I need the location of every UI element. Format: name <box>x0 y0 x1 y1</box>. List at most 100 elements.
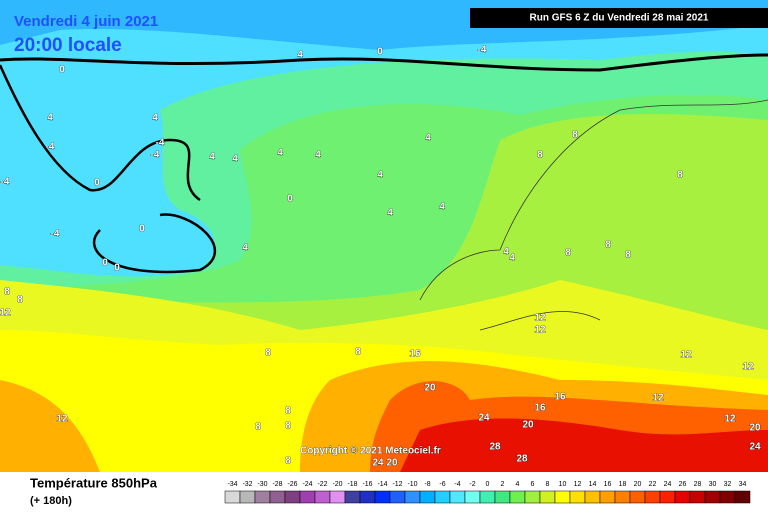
contour-label: 12 <box>724 414 736 425</box>
date-label: Vendredi 4 juin 2021 <box>14 13 158 30</box>
legend-label: -34 <box>227 481 237 488</box>
legend-swatch <box>584 490 601 504</box>
legend-swatch <box>659 490 676 504</box>
legend-swatch <box>569 490 586 504</box>
contour-label: 4 <box>232 154 238 165</box>
legend-label: -4 <box>454 481 460 488</box>
contour-label: 4 <box>387 208 393 219</box>
legend-swatch <box>554 490 571 504</box>
contour-label: 4 <box>503 247 509 258</box>
contour-label: 16 <box>409 349 421 360</box>
contour-label: -4 <box>156 138 165 149</box>
legend-swatch <box>719 490 736 504</box>
legend-label: -24 <box>302 481 312 488</box>
legend-swatch <box>359 490 376 504</box>
contour-label: 12 <box>742 362 754 373</box>
legend-label: 34 <box>739 481 747 488</box>
contour-line <box>0 64 217 274</box>
coastline <box>419 99 768 331</box>
contour-label: 0 <box>377 47 383 58</box>
legend-label: -26 <box>287 481 297 488</box>
legend-swatch <box>539 490 556 504</box>
legend-label: 16 <box>604 481 612 488</box>
contour-label: 12 <box>0 308 11 319</box>
contour-label: 0 <box>114 263 120 274</box>
legend-label: 12 <box>574 481 582 488</box>
legend-swatch <box>449 490 466 504</box>
contour-label: -4 <box>1 177 10 188</box>
contour-label: 4 <box>209 152 215 163</box>
legend-label: -32 <box>242 481 252 488</box>
contour-label: 4 <box>377 170 383 181</box>
contour-label: 8 <box>4 287 10 298</box>
legend-swatch <box>599 490 616 504</box>
legend-label: -8 <box>424 481 430 488</box>
contour-label: 20 <box>424 383 436 394</box>
contour-label: -4 <box>46 142 55 153</box>
legend-label: -22 <box>317 481 327 488</box>
legend-swatch <box>374 490 391 504</box>
contour-label: 8 <box>677 170 683 181</box>
contour-label: 28 <box>489 442 501 453</box>
legend-swatch <box>344 490 361 504</box>
legend-swatch <box>284 490 301 504</box>
copyright: Copyright © 2021 Meteociel.fr <box>300 446 441 457</box>
contour-label: 16 <box>554 392 566 403</box>
legend-label: 4 <box>516 481 520 488</box>
legend-swatch <box>269 490 286 504</box>
legend-label: 2 <box>501 481 505 488</box>
legend-swatch <box>674 490 691 504</box>
legend-label: 28 <box>694 481 702 488</box>
legend-label: 0 <box>486 481 490 488</box>
legend-swatch <box>404 490 421 504</box>
legend-swatch <box>389 490 406 504</box>
legend-swatch <box>704 490 721 504</box>
legend-label: 24 <box>664 481 672 488</box>
legend-label: -6 <box>439 481 445 488</box>
contour-label: 24 <box>749 442 761 453</box>
footer-lead: (+ 180h) <box>30 495 72 507</box>
legend-swatch <box>494 490 511 504</box>
contour-label: 0 <box>59 65 65 76</box>
legend-label: 14 <box>589 481 597 488</box>
legend-swatch <box>464 490 481 504</box>
legend-label: 8 <box>546 481 550 488</box>
legend-swatch <box>524 490 541 504</box>
legend-swatch <box>224 490 241 504</box>
legend-label: 6 <box>531 481 535 488</box>
legend-swatch <box>239 490 256 504</box>
legend-swatch <box>329 490 346 504</box>
legend-swatch <box>689 490 706 504</box>
contour-label: 8 <box>265 348 271 359</box>
run-box <box>470 8 768 28</box>
contour-label: 24 <box>372 458 384 469</box>
legend-label: 32 <box>724 481 732 488</box>
legend-swatch <box>479 490 496 504</box>
contour-label: 12 <box>534 313 546 324</box>
contour-label: 8 <box>625 250 631 261</box>
contour-label: 16 <box>534 403 546 414</box>
contour-label: 12 <box>680 350 692 361</box>
contour-label: -4 <box>478 45 487 56</box>
contour-label: 8 <box>572 130 578 141</box>
contour-label: 0 <box>94 178 100 189</box>
contour-label: 20 <box>522 420 534 431</box>
contour-label: 8 <box>17 295 23 306</box>
contour-label: 20 <box>749 423 761 434</box>
contour-label: 4 <box>315 150 321 161</box>
legend-label: -30 <box>257 481 267 488</box>
legend-label: -14 <box>377 481 387 488</box>
run-label: Run GFS 6 Z du Vendredi 28 mai 2021 <box>530 13 709 24</box>
legend-label: 18 <box>619 481 627 488</box>
legend-label: 10 <box>559 481 567 488</box>
legend-label: -28 <box>272 481 282 488</box>
legend-label: -2 <box>469 481 475 488</box>
contour-label: 4 <box>152 113 158 124</box>
legend-swatch <box>734 490 751 504</box>
contour-label: 12 <box>534 325 546 336</box>
legend-label: 26 <box>679 481 687 488</box>
contour-label: 8 <box>255 422 261 433</box>
contour-label: 8 <box>285 421 291 432</box>
